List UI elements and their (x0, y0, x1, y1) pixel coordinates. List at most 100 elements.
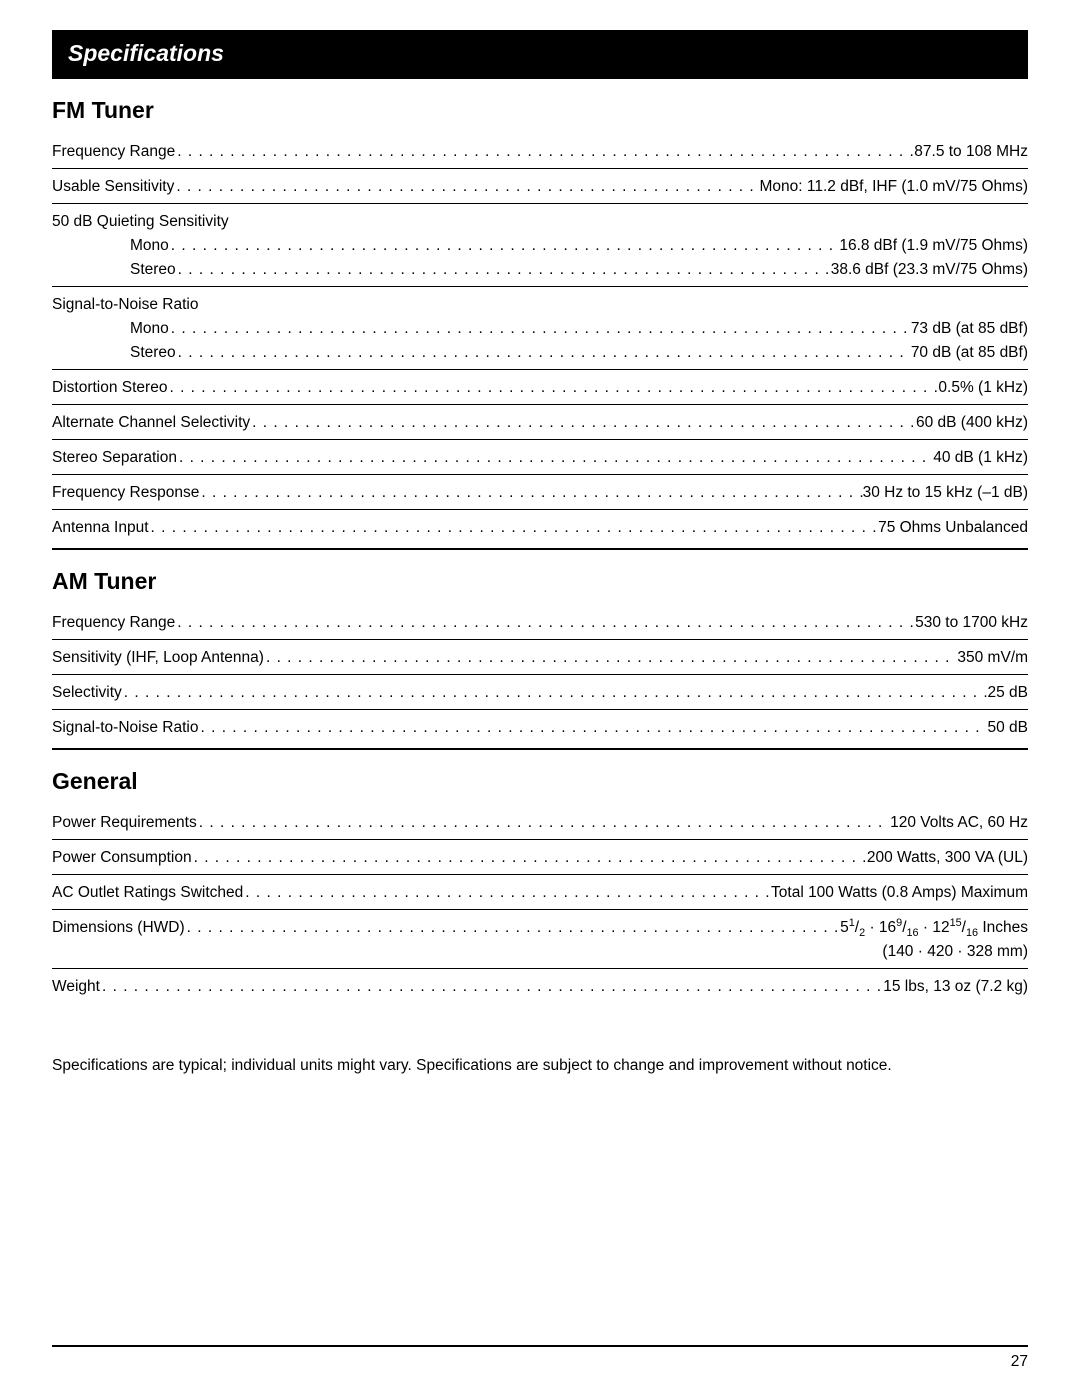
spec-value: 87.5 to 108 MHz (914, 140, 1028, 164)
divider (52, 709, 1028, 710)
am-tuner-list: Frequency Range 530 to 1700 kHz Sensitiv… (52, 611, 1028, 740)
spec-label: Power Requirements (52, 811, 197, 835)
spec-value: Mono: 11.2 dBf, IHF (1.0 mV/75 Ohms) (760, 175, 1028, 199)
spec-label: Stereo (52, 341, 176, 365)
spec-value: 51/2 · 169/16 · 1215/16 Inches (840, 916, 1028, 940)
spec-value: 30 Hz to 15 kHz (–1 dB) (863, 481, 1028, 505)
divider (52, 369, 1028, 370)
spec-row: Frequency Range 87.5 to 108 MHz (52, 140, 1028, 164)
leader-dots (264, 646, 957, 670)
spec-row: Dimensions (HWD) 51/2 · 169/16 · 1215/16… (52, 916, 1028, 940)
spec-row: Stereo 38.6 dBf (23.3 mV/75 Ohms) (52, 258, 1028, 282)
spec-label: AC Outlet Ratings Switched (52, 881, 243, 905)
footnote: Specifications are typical; individual u… (52, 1057, 1028, 1075)
spec-value: 15 lbs, 13 oz (7.2 kg) (883, 975, 1028, 999)
spec-label: Stereo Separation (52, 446, 177, 470)
leader-dots (185, 916, 841, 940)
spec-row: Mono 16.8 dBf (1.9 mV/75 Ohms) (52, 234, 1028, 258)
spec-value: 75 Ohms Unbalanced (878, 516, 1028, 540)
leader-dots (169, 317, 911, 341)
leader-dots (176, 341, 911, 365)
spec-row: Antenna Input 75 Ohms Unbalanced (52, 516, 1028, 540)
leader-dots (167, 376, 938, 400)
spec-value: Total 100 Watts (0.8 Amps) Maximum (771, 881, 1028, 905)
spec-label: Sensitivity (IHF, Loop Antenna) (52, 646, 264, 670)
leader-dots (169, 234, 840, 258)
leader-dots (176, 258, 831, 282)
divider (52, 203, 1028, 204)
spec-group-header: 50 dB Quieting Sensitivity (52, 210, 1028, 234)
spec-label: Alternate Channel Selectivity (52, 411, 250, 435)
divider (52, 874, 1028, 875)
spec-row: Sensitivity (IHF, Loop Antenna) 350 mV/m (52, 646, 1028, 670)
divider (52, 404, 1028, 405)
leader-dots (199, 481, 862, 505)
spec-row: Distortion Stereo 0.5% (1 kHz) (52, 376, 1028, 400)
divider (52, 968, 1028, 969)
leader-dots (177, 446, 933, 470)
leader-dots (175, 611, 915, 635)
spec-row: AC Outlet Ratings Switched Total 100 Wat… (52, 881, 1028, 905)
spec-value: 73 dB (at 85 dBf) (911, 317, 1028, 341)
spec-label: Frequency Response (52, 481, 199, 505)
leader-dots (122, 681, 988, 705)
spec-row: Frequency Response 30 Hz to 15 kHz (–1 d… (52, 481, 1028, 505)
title-bar: Specifications (52, 30, 1028, 79)
spec-row: Frequency Range 530 to 1700 kHz (52, 611, 1028, 635)
spec-value: 50 dB (987, 716, 1028, 740)
leader-dots (175, 140, 914, 164)
general-heading: General (52, 768, 1028, 795)
spec-label: Weight (52, 975, 100, 999)
page-title: Specifications (68, 40, 224, 66)
spec-label: Mono (52, 317, 169, 341)
page-number: 27 (52, 1353, 1028, 1371)
spec-value: 70 dB (at 85 dBf) (911, 341, 1028, 365)
spec-label: Mono (52, 234, 169, 258)
divider (52, 909, 1028, 910)
spec-row: Mono 73 dB (at 85 dBf) (52, 317, 1028, 341)
spec-row: Selectivity 25 dB (52, 681, 1028, 705)
spec-group-header: Signal-to-Noise Ratio (52, 293, 1028, 317)
spec-value: 25 dB (987, 681, 1028, 705)
spec-label: Frequency Range (52, 611, 175, 635)
am-tuner-heading: AM Tuner (52, 568, 1028, 595)
spec-value: 120 Volts AC, 60 Hz (890, 811, 1028, 835)
spec-row: Usable Sensitivity Mono: 11.2 dBf, IHF (… (52, 175, 1028, 199)
section-divider (52, 748, 1028, 750)
divider (52, 839, 1028, 840)
divider (52, 439, 1028, 440)
spec-value: 200 Watts, 300 VA (UL) (867, 846, 1028, 870)
leader-dots (100, 975, 883, 999)
leader-dots (149, 516, 879, 540)
divider (52, 639, 1028, 640)
section-divider (52, 548, 1028, 550)
spec-label: Usable Sensitivity (52, 175, 174, 199)
spec-label: Power Consumption (52, 846, 192, 870)
divider (52, 674, 1028, 675)
leader-dots (198, 716, 987, 740)
spec-label: Dimensions (HWD) (52, 916, 185, 940)
spec-row: Weight 15 lbs, 13 oz (7.2 kg) (52, 975, 1028, 999)
leader-dots (243, 881, 771, 905)
footer-rule (52, 1345, 1028, 1347)
leader-dots (197, 811, 890, 835)
spec-label: Signal-to-Noise Ratio (52, 716, 198, 740)
leader-dots (192, 846, 867, 870)
spec-row: Alternate Channel Selectivity 60 dB (400… (52, 411, 1028, 435)
spec-row: Stereo Separation 40 dB (1 kHz) (52, 446, 1028, 470)
spec-value: 40 dB (1 kHz) (933, 446, 1028, 470)
spec-value: 60 dB (400 kHz) (916, 411, 1028, 435)
divider (52, 286, 1028, 287)
spec-label: Antenna Input (52, 516, 149, 540)
leader-dots (174, 175, 759, 199)
spec-label: Stereo (52, 258, 176, 282)
spec-row: Signal-to-Noise Ratio 50 dB (52, 716, 1028, 740)
divider (52, 509, 1028, 510)
spec-label: Frequency Range (52, 140, 175, 164)
spec-value: 350 mV/m (957, 646, 1028, 670)
spec-row: Stereo 70 dB (at 85 dBf) (52, 341, 1028, 365)
general-list: Power Requirements 120 Volts AC, 60 Hz P… (52, 811, 1028, 999)
fm-tuner-list: Frequency Range 87.5 to 108 MHz Usable S… (52, 140, 1028, 540)
spec-value: 530 to 1700 kHz (915, 611, 1028, 635)
spec-label: Selectivity (52, 681, 122, 705)
